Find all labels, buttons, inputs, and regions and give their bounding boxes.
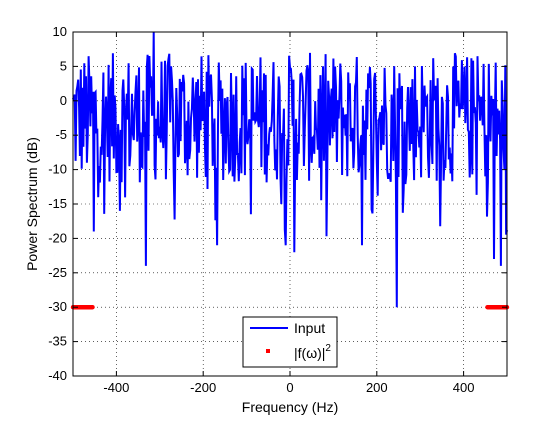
y-tick-label: -35: [48, 334, 67, 349]
x-tick-label: -200: [190, 380, 216, 395]
y-axis-label: Power Spectrum (dB): [24, 137, 40, 271]
legend-power-label-superscript: 2: [325, 343, 331, 354]
series-layer: [70, 31, 510, 310]
legend-power-marker: [266, 349, 270, 353]
x-tick-label: -400: [103, 380, 129, 395]
y-tick-label: -40: [48, 368, 67, 383]
y-tick-label: -30: [48, 299, 67, 314]
legend-input-label: Input: [294, 320, 325, 336]
legend: Input |f(ω)|2: [242, 316, 338, 368]
y-tick-label: -20: [48, 230, 67, 245]
y-tick-label: -25: [48, 265, 67, 280]
y-tick-label: -10: [48, 162, 67, 177]
y-tick-label: -5: [55, 127, 67, 142]
y-tick-label: 10: [53, 24, 67, 39]
x-tick-label: 0: [286, 380, 293, 395]
x-tick-label: 200: [366, 380, 388, 395]
y-tick-label: 0: [60, 93, 67, 108]
legend-power-label: |f(ω)|2: [294, 343, 331, 361]
axis-ticks: -400 -200 0 200 400 10 5 0 -5 -10 -15 -20 -25 -30 -35 -…: [48, 24, 507, 395]
legend-power-label-text: |f(ω)|: [294, 345, 325, 361]
power-spectrum-point: [90, 305, 95, 310]
x-axis-label: Frequency (Hz): [242, 399, 338, 415]
x-tick-label: 400: [453, 380, 475, 395]
y-tick-label: 5: [60, 58, 67, 73]
input-series-line: [72, 31, 508, 308]
y-tick-label: -15: [48, 196, 67, 211]
legend-box: [242, 316, 338, 368]
